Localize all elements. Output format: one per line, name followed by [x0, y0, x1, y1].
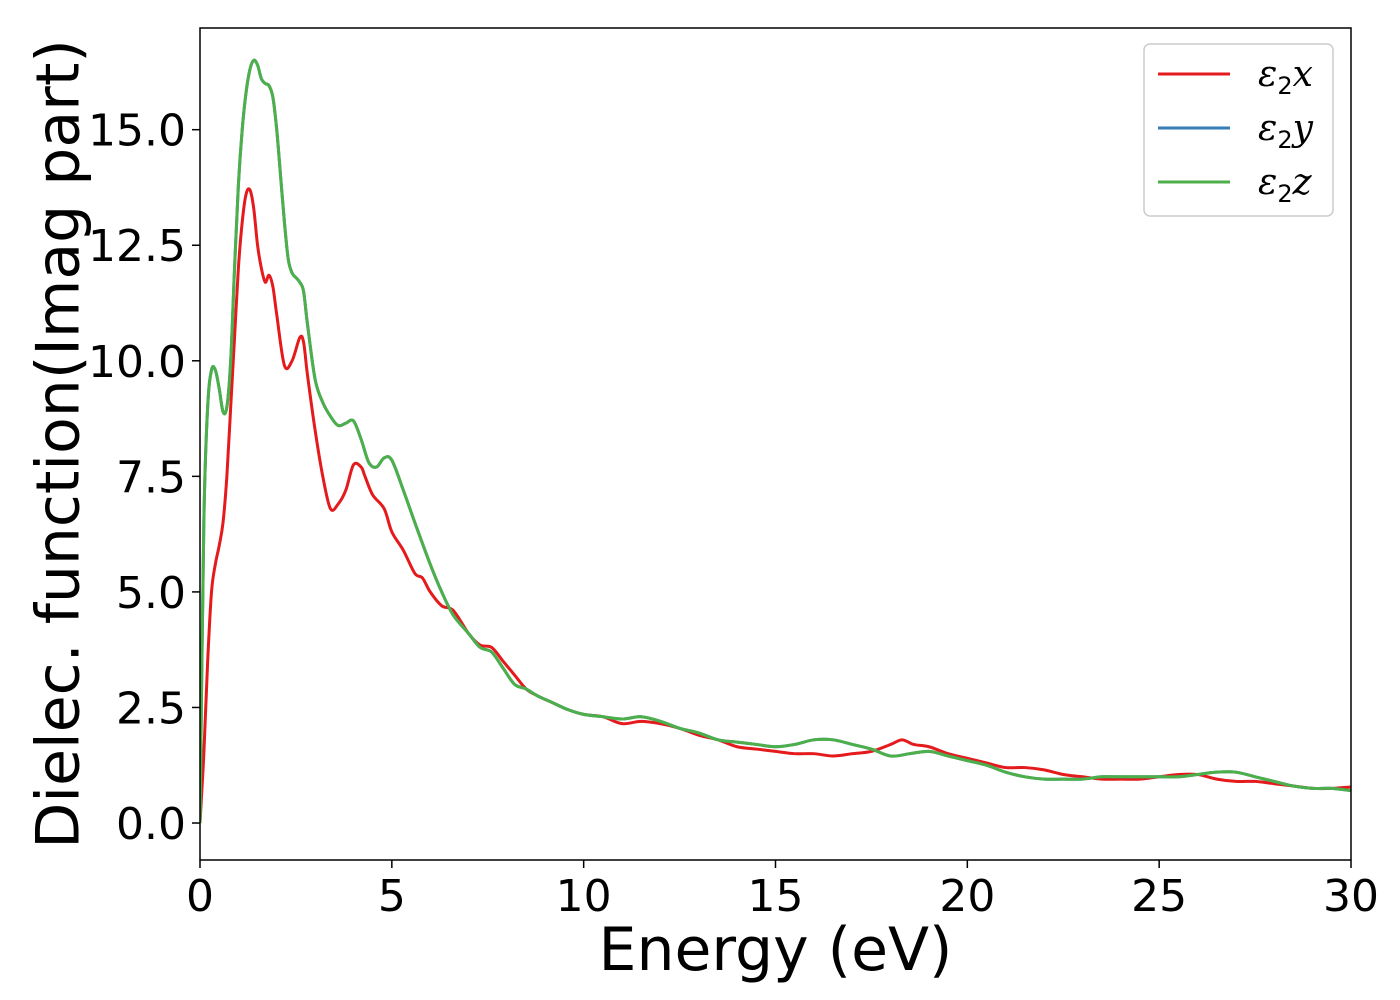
y-axis: 0.0 2.5 5.0 7.5 10.0 12.5 15.0 [88, 106, 200, 850]
x-tick-label: 0 [186, 871, 214, 922]
legend-label-sub: 2 [1277, 180, 1292, 208]
x-tick-label: 20 [939, 871, 995, 922]
x-tick-label: 30 [1323, 871, 1379, 922]
x-tick-label: 15 [748, 871, 804, 922]
y-tick-label: 0.0 [116, 799, 186, 850]
y-tick-label: 5.0 [116, 568, 186, 619]
legend-label-x: ε2x [1258, 54, 1313, 100]
legend-label-tail: x [1293, 54, 1313, 95]
y-axis-label: Dielec. function(Imag part) [24, 39, 94, 849]
series-line-x [200, 187, 1351, 824]
x-tick-label: 25 [1131, 871, 1187, 922]
y-tick-label: 10.0 [88, 337, 186, 388]
x-tick-label: 10 [556, 871, 612, 922]
series-layer [200, 58, 1351, 824]
y-tick-label: 15.0 [88, 106, 186, 157]
legend-label-tail: y [1291, 108, 1314, 149]
legend-label-tail: z [1292, 162, 1313, 203]
legend-label-sub: 2 [1277, 72, 1292, 100]
legend-label-base: ε [1258, 162, 1277, 203]
legend-label-base: ε [1258, 108, 1277, 149]
legend-label-base: ε [1258, 54, 1277, 95]
legend-label-sub: 2 [1277, 126, 1292, 154]
series-line-z [200, 58, 1351, 824]
legend-label-z: ε2z [1258, 162, 1313, 208]
x-tick-label: 5 [378, 871, 406, 922]
x-axis-label: Energy (eV) [599, 915, 953, 985]
y-tick-label: 2.5 [116, 683, 186, 734]
x-axis: 0 5 10 15 20 25 30 [186, 860, 1379, 922]
y-tick-label: 7.5 [116, 452, 186, 503]
legend-label-y: ε2y [1258, 108, 1314, 154]
legend-box [1143, 43, 1334, 217]
y-tick-label: 12.5 [88, 221, 186, 272]
